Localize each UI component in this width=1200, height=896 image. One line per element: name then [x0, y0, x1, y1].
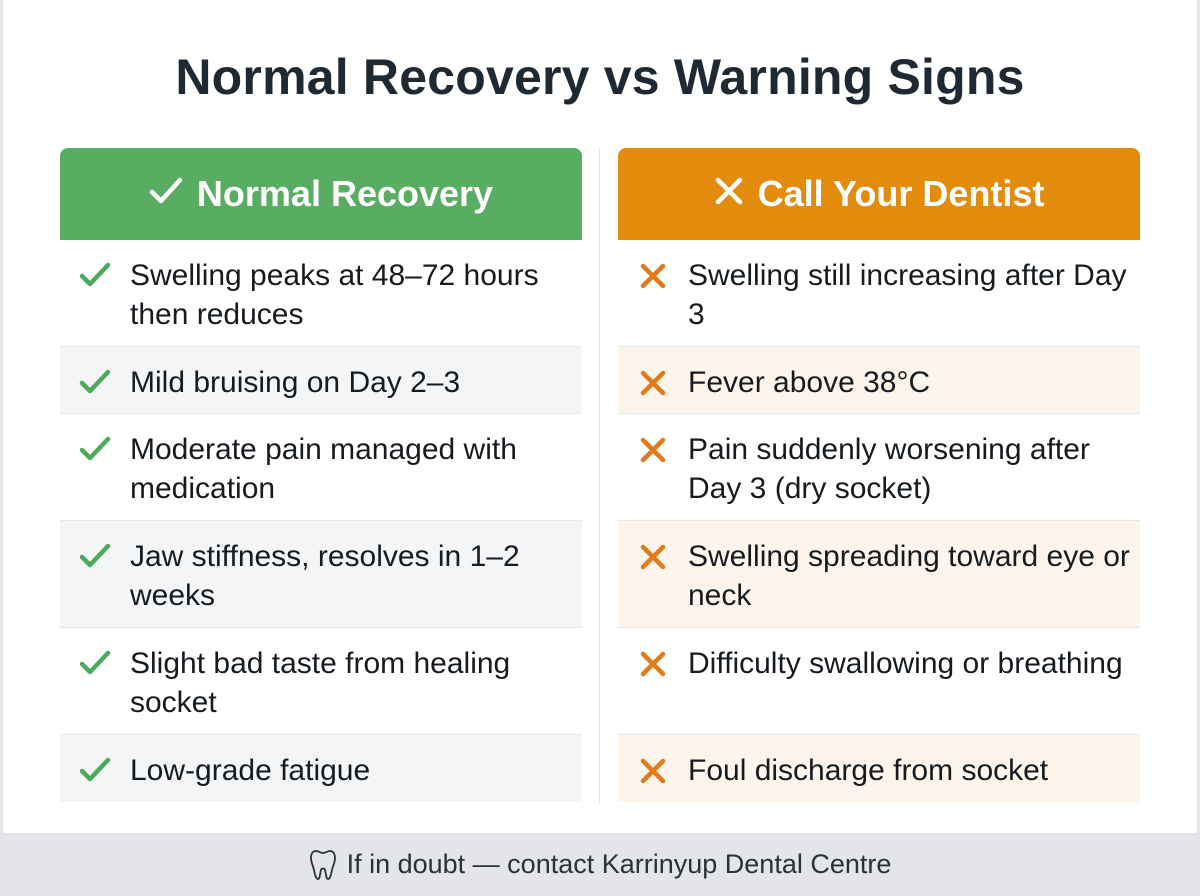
normal-recovery-column: Normal Recovery Swelling peaks at 48–72 … [60, 148, 582, 802]
call-dentist-header: Call Your Dentist [618, 148, 1140, 240]
list-item-text: Low-grade fatigue [130, 754, 371, 787]
list-item-text: Mild bruising on Day 2–3 [130, 366, 461, 399]
cross-icon [618, 430, 688, 464]
infographic-card [2, 0, 1198, 833]
cross-icon [618, 256, 688, 290]
check-icon [60, 537, 130, 569]
cross-icon [618, 644, 688, 678]
column-divider [599, 148, 600, 804]
list-item-text: Swelling still increasing after Day 3 [688, 259, 1127, 331]
warning-signs-column: Call Your Dentist Swelling still increas… [618, 148, 1140, 802]
list-item: Swelling peaks at 48–72 hours then reduc… [60, 240, 582, 347]
list-item-text: Pain suddenly worsening after Day 3 (dry… [688, 433, 1090, 505]
normal-recovery-title: Normal Recovery [196, 173, 494, 214]
list-item-text: Swelling peaks at 48–72 hours then reduc… [130, 259, 539, 331]
call-dentist-title: Call Your Dentist [757, 173, 1045, 214]
cross-icon [618, 363, 688, 397]
check-icon [60, 363, 130, 395]
list-item-text: Fever above 38°C [688, 366, 931, 399]
footer-text: If in doubt — contact Karrinyup Dental C… [346, 849, 892, 879]
list-item-text: Swelling spreading toward eye or neck [688, 540, 1130, 612]
cross-icon [714, 173, 744, 215]
list-item-text: Moderate pain managed with medication [130, 433, 517, 505]
cross-icon [618, 751, 688, 785]
list-item-text: Foul discharge from socket [688, 754, 1049, 787]
tooth-icon [309, 848, 337, 882]
list-item: Swelling still increasing after Day 3 [618, 240, 1140, 347]
list-item: Mild bruising on Day 2–3 [60, 347, 582, 414]
list-item: Moderate pain managed with medication [60, 414, 582, 521]
check-icon [149, 173, 183, 215]
check-icon [60, 644, 130, 676]
list-item-text: Slight bad taste from healing socket [130, 647, 511, 719]
list-item: Swelling spreading toward eye or neck [618, 521, 1140, 628]
footer-banner: If in doubt — contact Karrinyup Dental C… [0, 833, 1200, 896]
list-item: Foul discharge from socket [618, 735, 1140, 802]
list-item: Slight bad taste from healing socket [60, 628, 582, 735]
check-icon [60, 430, 130, 462]
normal-recovery-header: Normal Recovery [60, 148, 582, 240]
list-item: Low-grade fatigue [60, 735, 582, 802]
list-item-text: Difficulty swallowing or breathing [688, 647, 1123, 680]
page-title: Normal Recovery vs Warning Signs [175, 49, 1025, 105]
list-item: Pain suddenly worsening after Day 3 (dry… [618, 414, 1140, 521]
list-item: Jaw stiffness, resolves in 1–2 weeks [60, 521, 582, 628]
check-icon [60, 256, 130, 288]
list-item: Difficulty swallowing or breathing [618, 628, 1140, 735]
cross-icon [618, 537, 688, 571]
list-item-text: Jaw stiffness, resolves in 1–2 weeks [130, 540, 520, 612]
check-icon [60, 751, 130, 783]
list-item: Fever above 38°C [618, 347, 1140, 414]
